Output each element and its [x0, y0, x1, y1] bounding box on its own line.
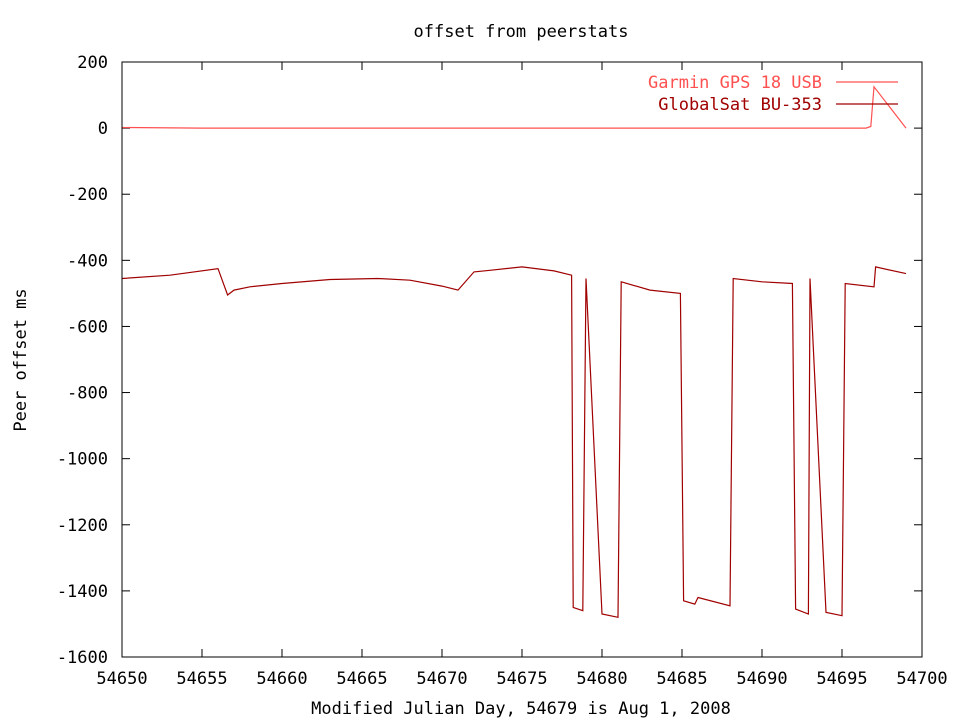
x-tick-label: 54680	[576, 669, 627, 689]
x-tick-label: 54650	[96, 669, 147, 689]
x-tick-label: 54695	[816, 669, 867, 689]
y-tick-label: -1000	[57, 450, 108, 470]
plot-frame	[121, 61, 923, 658]
y-tick-label: 200	[77, 53, 108, 73]
y-tick-label: -1400	[57, 582, 108, 602]
x-axis-label: Modified Julian Day, 54679 is Aug 1, 200…	[311, 699, 731, 719]
y-tick-label: -1200	[57, 516, 108, 536]
legend-label-0: Garmin GPS 18 USB	[648, 73, 822, 93]
series-layer	[121, 85, 907, 619]
x-tick-label: 54665	[336, 669, 387, 689]
x-tick-label: 54690	[736, 669, 787, 689]
axis-ticks: 54650 54655 54660 54665 54670 54675 54680 54685…	[57, 53, 948, 689]
x-tick-label: 54660	[256, 669, 307, 689]
legend-label-1: GlobalSat BU-353	[658, 95, 822, 115]
x-tick-label: 54685	[656, 669, 707, 689]
series-line-0	[121, 85, 907, 129]
y-tick-label: -400	[67, 251, 108, 271]
y-tick-label: -800	[67, 384, 108, 404]
y-tick-label: -600	[67, 317, 108, 337]
y-tick-label: -1600	[57, 648, 108, 668]
series-line-1	[121, 266, 907, 619]
y-tick-label: 0	[98, 119, 108, 139]
x-tick-label: 54655	[176, 669, 227, 689]
x-tick-label: 54670	[416, 669, 467, 689]
chart-title: offset from peerstats	[414, 22, 629, 42]
y-tick-label: -200	[67, 185, 108, 205]
x-tick-label: 54675	[496, 669, 547, 689]
y-axis-label: Peer offset ms	[11, 288, 31, 431]
x-tick-label: 54700	[896, 669, 947, 689]
